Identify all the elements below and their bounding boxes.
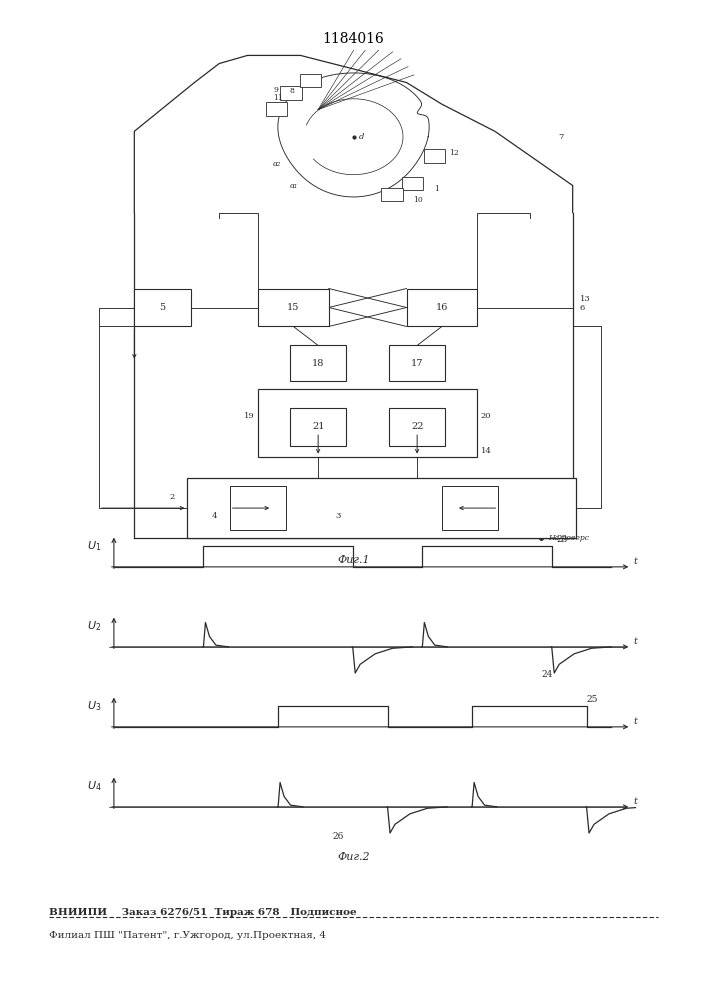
- Bar: [187, 478, 576, 538]
- Text: 8: 8: [289, 87, 294, 95]
- Bar: [407, 289, 477, 326]
- Text: 15: 15: [287, 303, 300, 312]
- Text: $U_4$: $U_4$: [87, 779, 102, 793]
- Text: 18: 18: [312, 359, 325, 368]
- Text: α₂: α₂: [272, 160, 280, 168]
- Text: 10: 10: [413, 196, 423, 204]
- Bar: [230, 486, 286, 530]
- Text: t: t: [633, 717, 638, 726]
- Bar: [258, 289, 329, 326]
- Bar: [442, 486, 498, 530]
- Text: 2: 2: [170, 493, 175, 501]
- Bar: [134, 289, 191, 326]
- Text: 7: 7: [559, 133, 564, 141]
- Bar: [381, 188, 402, 201]
- Text: α₁: α₁: [290, 182, 298, 190]
- Text: 21: 21: [312, 422, 325, 431]
- Text: 3: 3: [336, 512, 341, 520]
- Text: $U_2$: $U_2$: [87, 619, 102, 633]
- Text: 17: 17: [411, 359, 423, 368]
- Bar: [281, 86, 302, 100]
- Text: t: t: [633, 637, 638, 646]
- Text: 12: 12: [449, 149, 458, 157]
- Bar: [389, 345, 445, 381]
- Text: $U_1$: $U_1$: [87, 539, 102, 553]
- Text: 1: 1: [434, 185, 439, 193]
- Text: На реверс: На реверс: [548, 534, 589, 542]
- Text: Фиг.2: Фиг.2: [337, 852, 370, 862]
- Text: d: d: [359, 133, 364, 141]
- Text: 5: 5: [160, 303, 165, 312]
- Text: 23: 23: [556, 535, 568, 544]
- Bar: [424, 149, 445, 163]
- Text: 9: 9: [274, 86, 278, 94]
- Text: ВНИИПИ    Заказ 6276/51  Тираж 678   Подписное: ВНИИПИ Заказ 6276/51 Тираж 678 Подписное: [49, 908, 357, 917]
- Text: 25: 25: [587, 695, 598, 704]
- Text: 19: 19: [244, 412, 255, 420]
- Bar: [258, 389, 477, 457]
- Text: 6: 6: [580, 304, 585, 312]
- Text: $U_3$: $U_3$: [87, 699, 102, 713]
- Text: Фиг.1: Фиг.1: [337, 555, 370, 565]
- Text: 13: 13: [580, 295, 590, 303]
- Bar: [267, 102, 288, 116]
- Text: 14: 14: [481, 447, 491, 455]
- Text: 1184016: 1184016: [322, 32, 385, 46]
- Text: 16: 16: [436, 303, 448, 312]
- Text: t: t: [633, 557, 638, 566]
- Text: 4: 4: [212, 512, 218, 520]
- Text: 24: 24: [542, 670, 553, 679]
- Bar: [290, 408, 346, 446]
- Text: t: t: [633, 797, 638, 806]
- Text: 20: 20: [481, 412, 491, 420]
- Bar: [389, 408, 445, 446]
- Bar: [402, 177, 423, 190]
- Bar: [290, 345, 346, 381]
- Text: Филиал ПШ "Патент", г.Ужгород, ул.Проектная, 4: Филиал ПШ "Патент", г.Ужгород, ул.Проект…: [49, 931, 327, 940]
- Text: 26: 26: [333, 832, 344, 841]
- Text: 22: 22: [411, 422, 423, 431]
- Text: 11: 11: [274, 94, 283, 102]
- Bar: [300, 74, 321, 87]
